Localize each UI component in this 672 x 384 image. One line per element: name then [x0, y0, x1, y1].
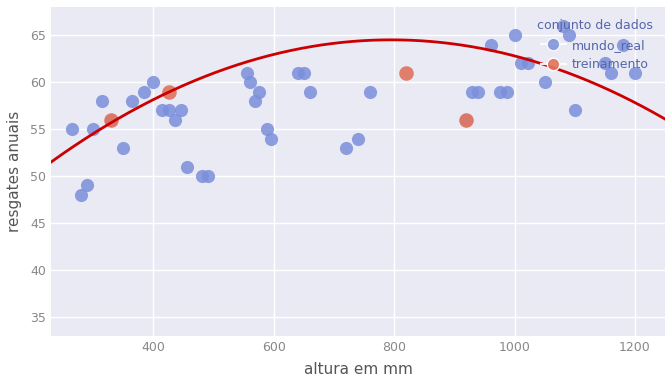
mundo_real	[76, 192, 87, 198]
mundo_real	[82, 182, 93, 189]
mundo_real	[540, 79, 550, 85]
mundo_real	[139, 88, 150, 94]
mundo_real	[127, 98, 138, 104]
mundo_real	[106, 117, 117, 123]
mundo_real	[461, 117, 472, 123]
mundo_real	[181, 164, 192, 170]
mundo_real	[157, 107, 168, 113]
mundo_real	[175, 107, 186, 113]
mundo_real	[467, 88, 478, 94]
mundo_real	[298, 70, 309, 76]
mundo_real	[88, 126, 99, 132]
mundo_real	[485, 41, 496, 48]
mundo_real	[249, 98, 260, 104]
mundo_real	[599, 60, 610, 66]
mundo_real	[97, 98, 108, 104]
mundo_real	[265, 136, 276, 142]
treinamento	[401, 70, 412, 76]
mundo_real	[163, 107, 174, 113]
mundo_real	[241, 70, 252, 76]
Legend: mundo_real, treinamento: mundo_real, treinamento	[530, 13, 659, 77]
mundo_real	[515, 60, 526, 66]
mundo_real	[494, 88, 505, 94]
mundo_real	[473, 88, 484, 94]
X-axis label: altura em mm: altura em mm	[304, 362, 413, 377]
mundo_real	[261, 126, 272, 132]
treinamento	[106, 117, 117, 123]
mundo_real	[245, 79, 255, 85]
Y-axis label: resgates anuais: resgates anuais	[7, 111, 22, 232]
mundo_real	[563, 32, 574, 38]
mundo_real	[118, 145, 129, 151]
mundo_real	[196, 173, 207, 179]
mundo_real	[365, 88, 376, 94]
mundo_real	[292, 70, 303, 76]
mundo_real	[67, 126, 77, 132]
mundo_real	[148, 79, 159, 85]
mundo_real	[522, 60, 533, 66]
treinamento	[461, 117, 472, 123]
mundo_real	[509, 32, 520, 38]
mundo_real	[605, 70, 616, 76]
mundo_real	[618, 41, 628, 48]
mundo_real	[353, 136, 364, 142]
mundo_real	[569, 107, 580, 113]
treinamento	[163, 88, 174, 94]
mundo_real	[304, 88, 315, 94]
mundo_real	[202, 173, 213, 179]
mundo_real	[253, 88, 264, 94]
mundo_real	[557, 23, 568, 29]
mundo_real	[169, 117, 180, 123]
mundo_real	[502, 88, 513, 94]
mundo_real	[630, 70, 640, 76]
mundo_real	[341, 145, 351, 151]
